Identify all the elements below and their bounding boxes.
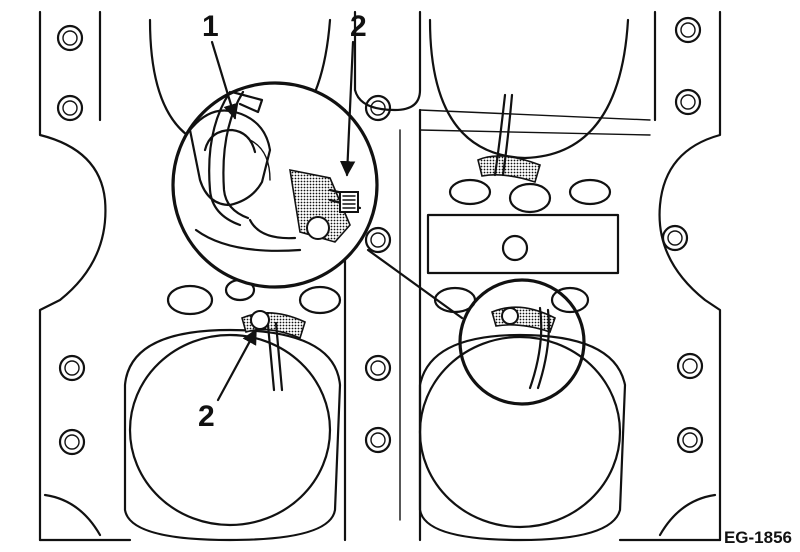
callout-arrows <box>210 40 356 402</box>
block-outline <box>38 10 722 542</box>
arrow-callout-2-upper <box>339 40 356 177</box>
callout-2-upper: 2 <box>350 10 367 43</box>
figure-reference: EG-1856 <box>723 528 792 547</box>
lower-bores <box>123 328 627 542</box>
callout-1: 1 <box>202 10 219 43</box>
center-web <box>343 10 422 542</box>
detail-target-circle <box>458 278 586 406</box>
arrow-callout-2-lower <box>216 328 258 402</box>
bolt-bosses <box>56 16 704 456</box>
arrow-callout-1 <box>210 40 239 120</box>
oil-jet-lower-left <box>241 310 306 392</box>
oil-jet-upper-right <box>493 93 514 177</box>
callout-2-lower: 2 <box>198 400 215 433</box>
magnified-view <box>171 81 379 289</box>
oil-jet-lower-right <box>491 306 556 390</box>
magnifier-leader <box>366 248 464 320</box>
right-deck-ports <box>426 155 620 314</box>
